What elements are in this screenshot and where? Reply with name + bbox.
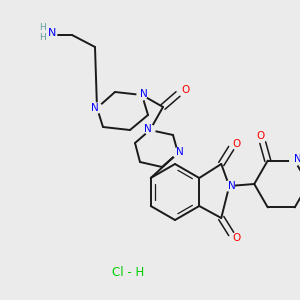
Text: O: O xyxy=(256,130,265,141)
Text: N: N xyxy=(140,89,148,99)
Text: O: O xyxy=(232,139,240,149)
Circle shape xyxy=(290,156,300,166)
Circle shape xyxy=(231,233,241,243)
Text: O: O xyxy=(182,85,190,95)
Circle shape xyxy=(173,148,183,158)
Text: H: H xyxy=(39,34,45,43)
Circle shape xyxy=(145,125,155,135)
Text: N: N xyxy=(228,181,236,191)
Text: O: O xyxy=(232,233,240,243)
Circle shape xyxy=(256,130,266,141)
Text: N: N xyxy=(48,28,56,38)
Circle shape xyxy=(181,85,191,95)
Text: N: N xyxy=(176,147,184,157)
Circle shape xyxy=(224,181,234,191)
Text: N: N xyxy=(91,103,99,113)
Text: N: N xyxy=(144,124,152,134)
Text: Cl - H: Cl - H xyxy=(112,266,144,278)
Circle shape xyxy=(231,139,241,149)
Text: N: N xyxy=(294,154,300,164)
Text: H: H xyxy=(39,22,45,32)
Circle shape xyxy=(92,103,102,113)
Circle shape xyxy=(137,90,147,100)
